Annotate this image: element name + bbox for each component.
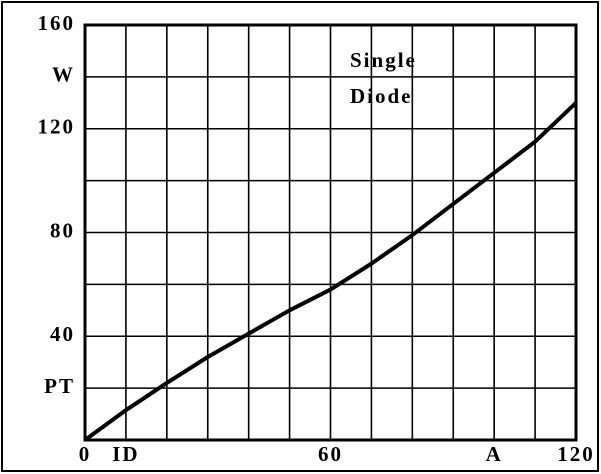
y-tick-label: PT bbox=[44, 374, 75, 398]
y-tick-label: 80 bbox=[50, 218, 75, 242]
y-tick-label: 120 bbox=[38, 115, 76, 139]
x-tick-label: 60 bbox=[318, 442, 343, 466]
grid bbox=[85, 25, 576, 440]
y-tick-label: 160 bbox=[38, 11, 76, 35]
x-tick-label: 0 bbox=[79, 442, 92, 466]
plot-border bbox=[83, 23, 578, 442]
y-tick-label: 40 bbox=[50, 322, 75, 346]
x-tick-label: 120 bbox=[557, 442, 595, 466]
line bbox=[83, 101, 578, 442]
annotation: Single bbox=[350, 48, 417, 72]
annotation: Diode bbox=[350, 84, 413, 108]
x-tick-label: A bbox=[486, 442, 503, 466]
x-tick-label: ID bbox=[112, 442, 139, 466]
y-tick-label: W bbox=[52, 63, 75, 87]
